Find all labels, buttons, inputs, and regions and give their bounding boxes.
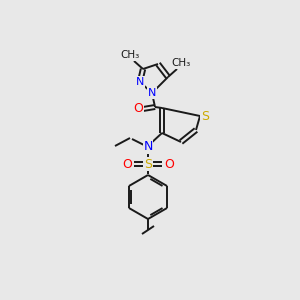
Text: N: N [143, 140, 153, 154]
Text: N: N [148, 88, 156, 98]
Text: O: O [133, 103, 143, 116]
Text: CH₃: CH₃ [171, 58, 190, 68]
Text: CH₃: CH₃ [120, 50, 140, 60]
Text: S: S [201, 110, 209, 122]
Text: O: O [164, 158, 174, 170]
Text: N: N [136, 77, 144, 87]
Text: S: S [144, 158, 152, 170]
Text: O: O [122, 158, 132, 170]
